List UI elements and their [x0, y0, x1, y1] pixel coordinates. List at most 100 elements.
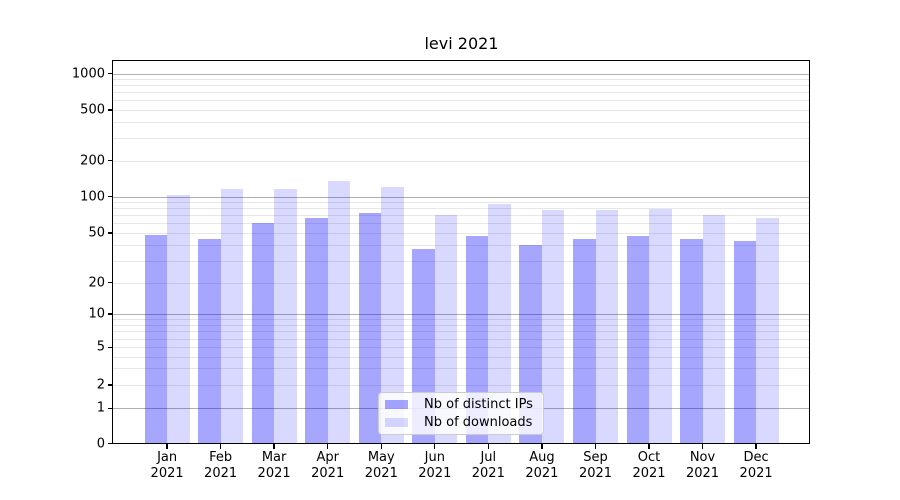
- minor-gridline-80: [113, 208, 809, 210]
- minor-gridline-70: [113, 215, 809, 217]
- bar-downloads-feb: [220, 188, 244, 444]
- bar-distinct-ips-dec: [733, 241, 757, 444]
- month-label: May: [367, 450, 395, 465]
- bar-downloads-jun: [434, 215, 458, 444]
- y-tick-mark-50: [108, 232, 113, 234]
- x-tick-mark-jan: [166, 444, 168, 449]
- minor-gridline-500: [113, 110, 809, 111]
- minor-gridline-300: [113, 138, 809, 140]
- year-label: 2021: [364, 466, 398, 481]
- x-tick-mark-feb: [219, 444, 222, 449]
- x-tick-label-jul: Jul 2021: [453, 450, 523, 482]
- year-label: 2021: [578, 466, 613, 481]
- bar-downloads-mar: [274, 189, 297, 444]
- y-tick-label-20: 20: [88, 275, 105, 291]
- legend-row-downloads: Nb of downloads: [385, 414, 537, 432]
- legend-label-distinct-ips: Nb of distinct IPs: [424, 396, 533, 412]
- minor-gridline-50: [113, 233, 809, 234]
- minor-gridline-9: [113, 319, 809, 321]
- y-tick-label-500: 500: [80, 102, 105, 118]
- chart-title: levi 2021: [424, 34, 499, 53]
- month-label: Nov: [689, 450, 716, 465]
- minor-gridline-7: [113, 331, 809, 333]
- x-tick-label-jun: Jun 2021: [400, 450, 470, 482]
- minor-gridline-5: [113, 347, 809, 349]
- year-label: 2021: [257, 466, 291, 481]
- year-label: 2021: [418, 466, 452, 481]
- bar-distinct-ips-feb: [198, 238, 221, 444]
- bar-distinct-ips-may: [358, 213, 382, 444]
- x-tick-mark-nov: [701, 444, 704, 449]
- legend-label-downloads: Nb of downloads: [424, 415, 533, 431]
- minor-gridline-90: [113, 202, 809, 203]
- x-tick-mark-apr: [327, 444, 329, 449]
- bar-distinct-ips-jul: [465, 236, 489, 444]
- x-tick-label-mar: Mar 2021: [239, 450, 309, 482]
- minor-gridline-60: [113, 223, 809, 225]
- x-tick-mark-aug: [541, 444, 543, 449]
- minor-gridline-40: [113, 245, 809, 247]
- month-label: Sep: [583, 450, 608, 465]
- legend: Nb of distinct IPs Nb of downloads: [378, 392, 544, 435]
- y-tick-mark-1: [108, 407, 113, 409]
- year-label: 2021: [311, 466, 345, 481]
- minor-gridline-700: [113, 92, 809, 94]
- y-tick-label-10: 10: [88, 306, 105, 322]
- bar-downloads-apr: [327, 181, 351, 444]
- y-tick-label-0: 0: [96, 436, 105, 451]
- x-tick-mark-dec: [755, 444, 757, 449]
- x-tick-mark-jun: [434, 444, 436, 449]
- month-label: Apr: [316, 450, 339, 465]
- minor-gridline-8: [113, 324, 809, 326]
- bar-distinct-ips-oct: [626, 236, 649, 444]
- y-tick-mark-500: [108, 109, 113, 111]
- year-label: 2021: [471, 466, 505, 481]
- bar-distinct-ips-nov: [680, 238, 703, 444]
- bar-distinct-ips-jan: [144, 235, 168, 444]
- month-label: Mar: [261, 450, 287, 465]
- bar-distinct-ips-sep: [573, 238, 596, 444]
- y-tick-mark-100: [108, 195, 113, 198]
- minor-gridline-400: [113, 122, 809, 124]
- year-label: 2021: [204, 466, 238, 481]
- year-label: 2021: [150, 466, 184, 481]
- x-tick-label-oct: Oct 2021: [614, 450, 684, 482]
- bar-downloads-jan: [167, 195, 190, 444]
- minor-gridline-600: [113, 100, 809, 102]
- month-label: Jun: [424, 450, 445, 465]
- x-tick-mark-sep: [594, 444, 597, 449]
- y-tick-mark-1000: [108, 72, 113, 75]
- month-label: Feb: [209, 450, 233, 465]
- month-label: Aug: [529, 450, 555, 465]
- y-tick-label-100: 100: [80, 189, 105, 204]
- y-tick-label-200: 200: [80, 153, 105, 168]
- x-tick-label-jan: Jan 2021: [132, 450, 202, 482]
- month-label: Jan: [157, 450, 178, 465]
- minor-gridline-800: [113, 85, 809, 87]
- legend-row-distinct-ips: Nb of distinct IPs: [385, 395, 537, 413]
- minor-gridline-3: [113, 368, 809, 370]
- bar-distinct-ips-mar: [251, 222, 275, 444]
- bar-downloads-may: [381, 187, 404, 444]
- minor-gridline-4: [113, 356, 809, 358]
- y-tick-mark-2: [108, 384, 113, 386]
- x-tick-mark-may: [380, 444, 382, 449]
- minor-gridline-6: [113, 338, 809, 340]
- bar-downloads-sep: [595, 209, 618, 444]
- bar-downloads-nov: [702, 214, 725, 444]
- x-tick-label-may: May 2021: [346, 450, 416, 482]
- y-tick-label-5: 5: [96, 339, 105, 355]
- minor-gridline-200: [113, 160, 809, 162]
- month-label: Dec: [743, 450, 769, 465]
- y-tick-mark-20: [108, 282, 113, 284]
- x-tick-mark-oct: [648, 444, 650, 449]
- minor-gridline-30: [113, 260, 809, 262]
- x-tick-label-feb: Feb 2021: [186, 450, 256, 482]
- x-tick-label-aug: Aug 2021: [507, 450, 577, 482]
- y-tick-label-1000: 1000: [71, 66, 105, 81]
- year-label: 2021: [739, 466, 773, 481]
- x-tick-mark-mar: [273, 444, 275, 449]
- legend-swatch-distinct-ips: [385, 399, 408, 409]
- x-tick-label-apr: Apr 2021: [293, 450, 363, 482]
